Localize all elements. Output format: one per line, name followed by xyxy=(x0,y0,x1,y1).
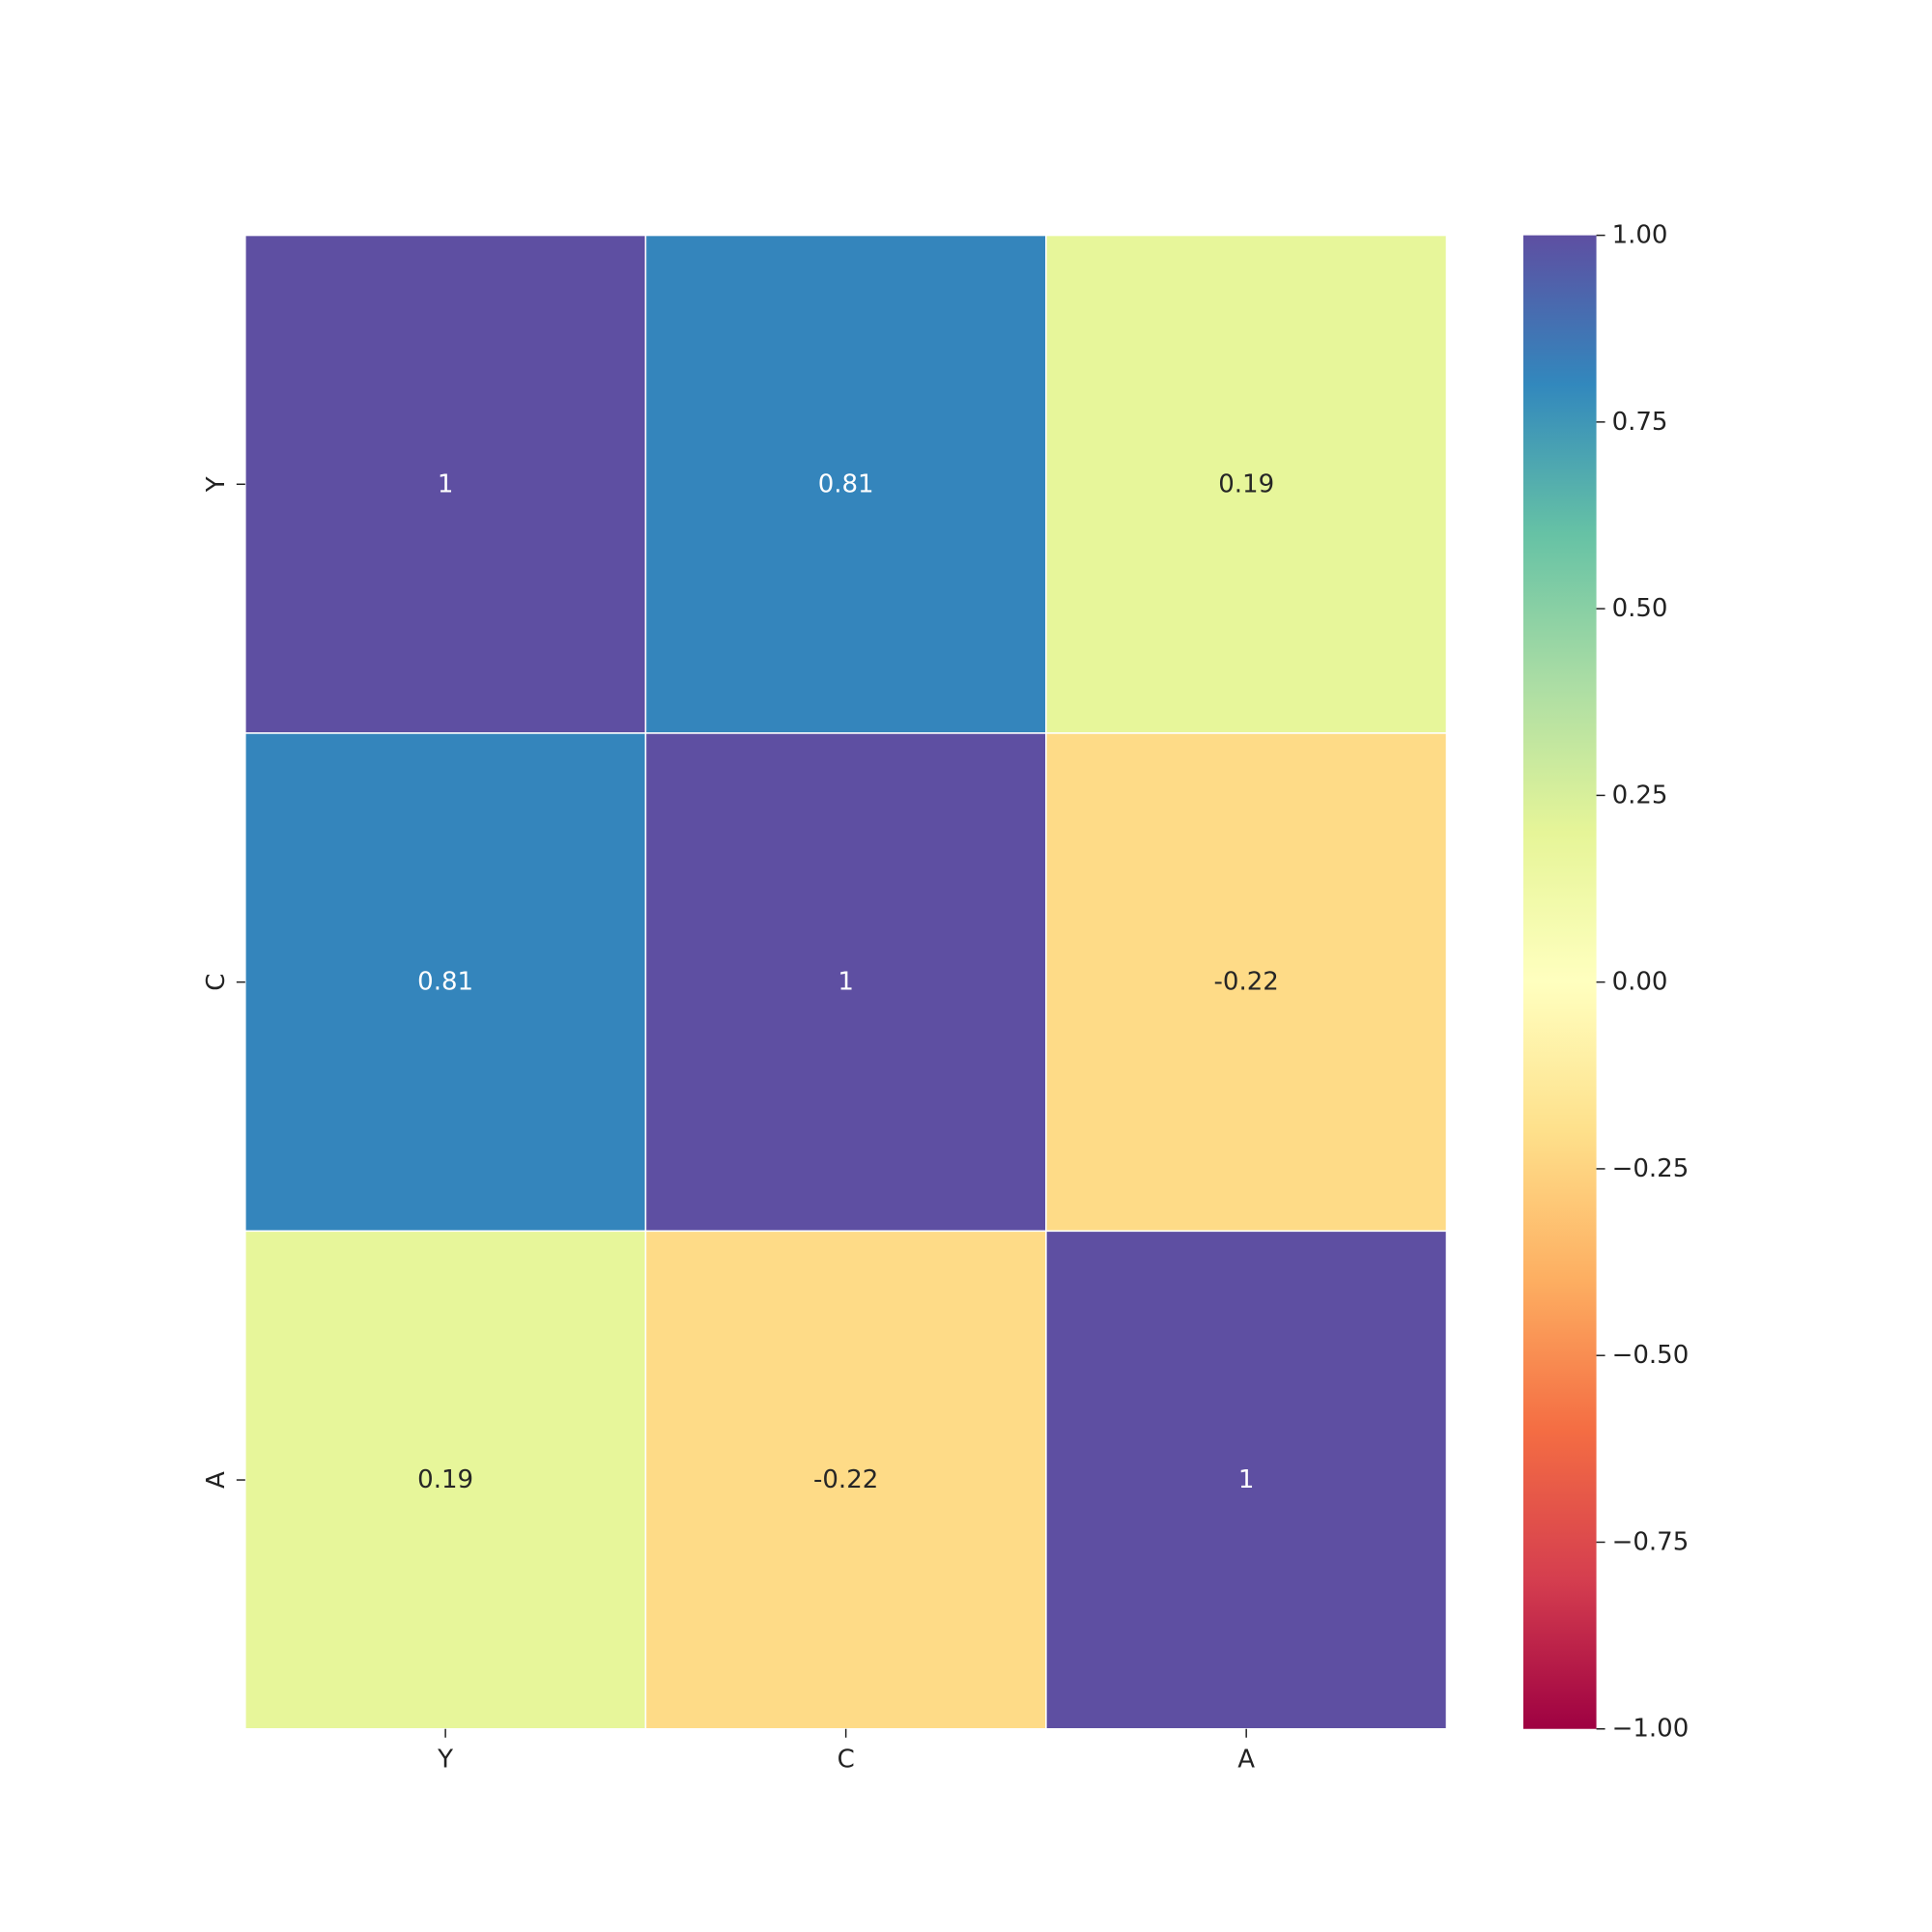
colorbar-tick-label: 0.25 xyxy=(1612,781,1668,810)
cell-value-label: -0.22 xyxy=(813,1465,878,1494)
x-tick-label: Y xyxy=(437,1746,453,1775)
colorbar-tick-label: 0.75 xyxy=(1612,408,1668,437)
y-tick-label: Y xyxy=(202,476,231,493)
colorbar-tick-label: 0.00 xyxy=(1612,968,1668,997)
heatmap-cell xyxy=(644,234,1047,734)
cell-value-label: 0.81 xyxy=(417,968,473,997)
colorbar-tick-label: −0.75 xyxy=(1612,1527,1690,1556)
heatmap-cell xyxy=(644,1230,1047,1730)
heatmap-cell xyxy=(1045,732,1448,1233)
colorbar-tick-label: 1.00 xyxy=(1612,221,1668,250)
y-tick-label: A xyxy=(202,1471,231,1489)
y-tick-label: C xyxy=(202,974,231,991)
cell-value-label: 0.19 xyxy=(417,1465,473,1494)
colorbar-tick-label: 0.50 xyxy=(1612,594,1668,623)
heatmap-cell xyxy=(644,732,1047,1233)
heatmap-cell xyxy=(1045,234,1448,734)
x-tick-label: A xyxy=(1237,1746,1255,1775)
colorbar-gradient xyxy=(1522,235,1597,1729)
cell-value-label: 1 xyxy=(838,968,854,997)
cell-value-label: -0.22 xyxy=(1214,968,1279,997)
cell-value-label: 1 xyxy=(438,469,454,498)
colorbar-tick-label: −1.00 xyxy=(1612,1715,1690,1744)
colorbar-tick-label: −0.25 xyxy=(1612,1154,1690,1183)
cell-value-label: 0.81 xyxy=(818,469,874,498)
heatmap-cells: 1 0.81 0.19 0.81 1 -0.22 0.19 -0.22 1 xyxy=(244,234,1448,1730)
colorbar: 1.00 0.75 0.50 0.25 0.00 −0.25 −0.50 −0.75 −1.00 xyxy=(1522,221,1690,1744)
heatmap-cell xyxy=(244,1230,647,1730)
heatmap-cell xyxy=(244,234,647,734)
cell-value-label: 1 xyxy=(1238,1465,1255,1494)
cell-value-label: 0.19 xyxy=(1218,469,1274,498)
x-tick-label: C xyxy=(838,1746,855,1775)
y-axis: Y C A xyxy=(202,476,245,1489)
heatmap-cell xyxy=(244,732,647,1233)
colorbar-tick-label: −0.50 xyxy=(1612,1341,1690,1370)
